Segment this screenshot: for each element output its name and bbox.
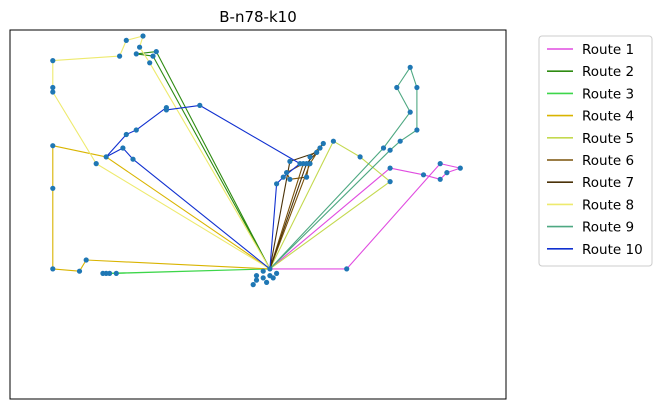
legend-label-9: Route 9 — [582, 220, 634, 236]
legend-label-8: Route 8 — [582, 197, 634, 213]
customer-point — [320, 140, 326, 147]
customer-point — [50, 89, 56, 95]
customer-point — [287, 176, 293, 182]
customer-point — [147, 60, 153, 66]
legend-label-1: Route 1 — [582, 42, 634, 58]
customer-point — [380, 145, 387, 151]
legend-label-3: Route 3 — [582, 86, 634, 102]
customer-point — [414, 84, 420, 91]
route-line-2 — [135, 51, 271, 270]
customer-point — [314, 149, 320, 155]
legend-label-10: Route 10 — [582, 242, 643, 258]
route-line-4 — [52, 145, 271, 272]
customer-point — [357, 154, 363, 160]
customer-point — [163, 107, 169, 113]
customer-point — [287, 158, 293, 164]
customer-point — [270, 275, 276, 281]
customer-point — [344, 266, 350, 272]
customer-point — [113, 270, 119, 276]
customer-point — [304, 174, 310, 180]
customer-point — [253, 273, 260, 279]
chart-title: B-n78-k10 — [219, 8, 296, 26]
legend-label-6: Route 6 — [582, 153, 634, 169]
customer-point — [250, 282, 256, 288]
customer-point — [330, 138, 336, 144]
customer-point — [93, 161, 99, 167]
customer-point — [130, 156, 136, 162]
customer-point — [260, 268, 266, 274]
customer-point — [50, 266, 56, 272]
customer-point — [387, 179, 393, 185]
customer-point — [153, 49, 159, 55]
legend-label-2: Route 2 — [582, 64, 634, 80]
customer-point — [76, 268, 83, 274]
customer-point — [117, 53, 123, 59]
customer-point — [123, 37, 129, 44]
route-line-3 — [102, 268, 270, 274]
customer-point — [133, 127, 139, 133]
customer-point — [50, 185, 56, 191]
customer-point — [120, 145, 126, 151]
customer-point — [304, 161, 310, 167]
customer-point — [133, 51, 139, 57]
customer-point — [387, 165, 393, 171]
customer-point — [137, 44, 143, 50]
customer-point — [387, 147, 393, 153]
customer-point — [394, 84, 400, 91]
legend-label-4: Route 4 — [582, 109, 634, 125]
customer-point — [260, 275, 266, 281]
customer-point — [253, 277, 260, 283]
customer-point — [420, 172, 427, 178]
customer-point — [437, 176, 443, 182]
customer-point — [50, 84, 56, 91]
customer-point — [140, 33, 146, 39]
customer-point — [123, 131, 129, 138]
legend-label-5: Route 5 — [582, 131, 634, 147]
customer-point — [444, 170, 450, 176]
customer-point — [100, 270, 106, 276]
customer-point — [284, 170, 290, 176]
customer-point — [280, 174, 286, 180]
customer-point — [414, 127, 420, 133]
customer-point — [103, 154, 109, 160]
customer-point — [50, 58, 56, 64]
customer-point — [407, 64, 413, 70]
customer-point — [307, 154, 313, 160]
customer-point — [317, 145, 323, 151]
customer-point — [50, 143, 56, 149]
customer-point — [457, 165, 463, 171]
legend: Route 1 Route 2 Route 3 Route 4 Route 5 Route… — [538, 35, 653, 267]
customer-point — [197, 102, 203, 108]
plot-frame — [9, 29, 507, 400]
customer-point — [437, 161, 443, 167]
customer-point — [150, 53, 156, 59]
routes-layer — [52, 35, 461, 274]
depot-point — [267, 266, 273, 272]
customer-point — [274, 270, 280, 276]
customer-point — [83, 257, 89, 263]
customer-point — [264, 279, 270, 285]
customer-point — [407, 109, 413, 115]
legend-label-7: Route 7 — [582, 175, 634, 191]
customer-point — [274, 181, 280, 187]
customer-point — [297, 161, 303, 167]
customer-point — [397, 138, 403, 144]
route-line-9 — [269, 66, 418, 270]
customer-points-layer — [50, 33, 463, 288]
